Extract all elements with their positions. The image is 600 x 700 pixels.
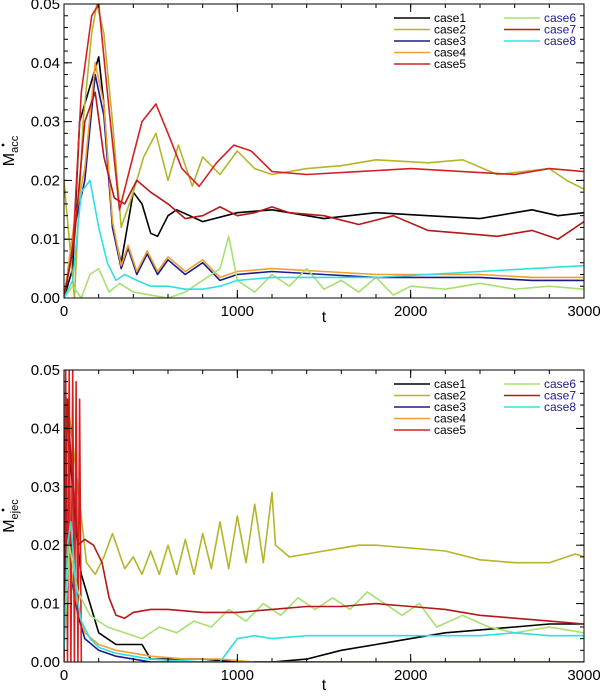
x-tick-label: 0 xyxy=(60,303,68,320)
legend-label-case8: case8 xyxy=(544,34,576,48)
legend-label-case4: case4 xyxy=(434,46,466,60)
series-line-case4 xyxy=(64,61,584,298)
x-tick-label: 1000 xyxy=(221,667,254,684)
series-line-case1 xyxy=(64,398,584,662)
legend-label-case6: case6 xyxy=(544,377,576,391)
axes-frame xyxy=(63,369,585,663)
series-line-case6 xyxy=(64,235,584,298)
y-axis-label-sub: acc xyxy=(9,135,21,153)
series-line-case7 xyxy=(64,398,584,651)
x-tick-label: 2000 xyxy=(394,303,427,320)
series-line-case3 xyxy=(64,73,584,298)
y-tick-label: 0.03 xyxy=(31,479,60,496)
legend-label-case5: case5 xyxy=(434,423,466,437)
accretion-rate-panel: 0 1000 2000 3000 0.00 0.01 0.02 0.03 0.04 0.05 t Ma… xyxy=(1,0,600,326)
legend-label-case2: case2 xyxy=(434,389,466,403)
y-tick-label: 0.04 xyxy=(31,55,60,72)
plot-area xyxy=(64,4,584,298)
x-axis-label: t xyxy=(322,309,327,326)
legend-label-case6: case6 xyxy=(544,11,576,25)
legend-label-case4: case4 xyxy=(434,412,466,426)
y-axis-label-sub: ejec xyxy=(9,499,21,520)
series-line-case5 xyxy=(64,4,584,298)
x-tick-label: 1000 xyxy=(221,303,254,320)
axes-frame xyxy=(63,3,585,299)
series-line-case2 xyxy=(64,4,584,298)
legend-label-case3: case3 xyxy=(434,34,466,48)
legend-label-case2: case2 xyxy=(434,23,466,37)
x-tick-label: 3000 xyxy=(567,303,600,320)
x-tick-label: 2000 xyxy=(394,667,427,684)
series-line-case8 xyxy=(64,179,584,298)
legend-label-case7: case7 xyxy=(544,23,576,37)
y-tick-label: 0.00 xyxy=(31,290,60,307)
x-tick-label: 0 xyxy=(60,667,68,684)
series-line-case7 xyxy=(64,91,584,298)
legend-label-case8: case8 xyxy=(544,400,576,414)
legend-label-case3: case3 xyxy=(434,400,466,414)
y-tick-label: 0.02 xyxy=(31,172,60,189)
legend-label-case1: case1 xyxy=(434,377,466,391)
y-tick-label: 0.04 xyxy=(31,420,60,437)
y-tick-label: 0.05 xyxy=(31,0,60,13)
x-tick-label: 3000 xyxy=(567,667,600,684)
y-tick-label: 0.01 xyxy=(31,596,60,613)
y-axis-label-dot xyxy=(1,508,5,512)
legend-label-case7: case7 xyxy=(544,389,576,403)
y-axis-label: Mejec xyxy=(1,499,21,533)
ejection-rate-panel: 0 1000 2000 3000 0.00 0.01 0.02 0.03 0.04 0.05 t Me… xyxy=(1,362,600,694)
y-tick-label: 0.03 xyxy=(31,114,60,131)
series-line-case2 xyxy=(64,398,584,576)
series-line-case6 xyxy=(64,544,584,651)
y-axis-label-dot xyxy=(1,143,5,147)
y-axis-label: Macc xyxy=(1,135,21,166)
y-axis-label-main: M xyxy=(1,153,18,166)
x-axis-label: t xyxy=(322,677,327,694)
series-line-case1 xyxy=(64,56,584,298)
legend-label-case1: case1 xyxy=(434,11,466,25)
y-axis-label-main: M xyxy=(1,519,18,532)
legend-label-case5: case5 xyxy=(434,57,466,71)
y-tick-label: 0.05 xyxy=(31,362,60,379)
y-tick-label: 0.01 xyxy=(31,231,60,248)
series-line-case8 xyxy=(64,520,584,662)
y-tick-label: 0.00 xyxy=(31,654,60,671)
y-tick-label: 0.02 xyxy=(31,537,60,554)
plot-area xyxy=(64,370,584,662)
